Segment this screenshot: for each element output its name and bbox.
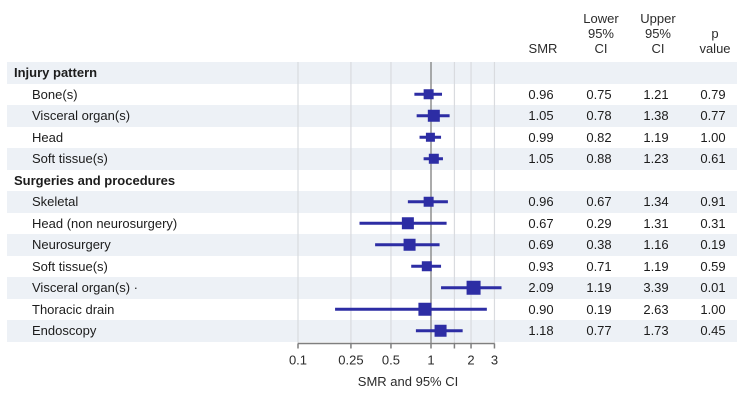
row-label: Injury pattern: [14, 65, 98, 81]
table-row: Visceral organ(s) · 2.09 1.19 3.39 0.01: [7, 277, 737, 299]
p-value: 1.00: [700, 301, 726, 317]
smr-point-marker: [418, 302, 432, 316]
lower-ci-value: 0.67: [586, 194, 612, 210]
lower-ci-value: 1.19: [586, 280, 612, 296]
row-label: Soft tissue(s): [32, 151, 108, 167]
smr-value: 2.09: [528, 280, 554, 296]
upper-ci-value: 1.34: [643, 194, 669, 210]
x-tick-label: 0.25: [338, 353, 363, 368]
smr-point-marker: [403, 238, 416, 251]
row-label: Head: [32, 129, 64, 145]
lower-ci-value: 0.77: [586, 323, 612, 339]
smr-point-marker: [428, 153, 439, 164]
x-tick-label: 2: [467, 353, 474, 368]
p-value: 0.61: [700, 151, 726, 167]
column-header-p-value: p value: [699, 26, 731, 56]
row-label: Skeletal: [32, 194, 79, 210]
lower-ci-value: 0.71: [586, 258, 612, 274]
table-row: Head 0.99 0.82 1.19 1.00: [7, 127, 737, 149]
x-tick-label: 0.1: [289, 353, 307, 368]
p-value: 0.31: [700, 215, 726, 231]
upper-ci-value: 1.19: [643, 258, 669, 274]
upper-ci-value: 1.21: [643, 86, 669, 102]
column-header-lower-ci: Lower 95% CI: [583, 11, 619, 56]
row-label: Bone(s): [32, 86, 78, 102]
upper-ci-value: 1.38: [643, 108, 669, 124]
column-header-smr: SMR: [528, 41, 558, 56]
upper-ci-value: 1.23: [643, 151, 669, 167]
x-axis-label: SMR and 95% CI: [357, 374, 459, 389]
row-label: Visceral organ(s) ·: [32, 280, 138, 296]
upper-ci-value: 3.39: [643, 280, 669, 296]
smr-value: 0.93: [528, 258, 554, 274]
smr-point-marker: [434, 324, 447, 337]
upper-ci-value: 2.63: [643, 301, 669, 317]
smr-point-marker: [401, 217, 414, 230]
smr-point-marker: [423, 89, 434, 100]
lower-ci-value: 0.88: [586, 151, 612, 167]
x-tick-label: 0.5: [382, 353, 400, 368]
p-value: 0.77: [700, 108, 726, 124]
row-label: Surgeries and procedures: [14, 172, 176, 188]
smr-value: 0.69: [528, 237, 554, 253]
table-row: Head (non neurosurgery) 0.67 0.29 1.31 0.31: [7, 213, 737, 235]
smr-point-marker: [423, 196, 434, 207]
x-tick-label: 3: [491, 353, 498, 368]
smr-value: 0.99: [528, 129, 554, 145]
smr-point-marker: [425, 132, 435, 142]
table-row: Soft tissue(s) 0.93 0.71 1.19 0.59: [7, 256, 737, 278]
table-row: Bone(s) 0.96 0.75 1.21 0.79: [7, 84, 737, 106]
lower-ci-value: 0.82: [586, 129, 612, 145]
p-value: 0.01: [700, 280, 726, 296]
row-label: Soft tissue(s): [32, 258, 108, 274]
lower-ci-value: 0.19: [586, 301, 612, 317]
smr-value: 0.96: [528, 86, 554, 102]
row-label: Visceral organ(s): [32, 108, 131, 124]
smr-point-marker: [466, 280, 481, 295]
upper-ci-value: 1.31: [643, 215, 669, 231]
row-label: Endoscopy: [32, 323, 97, 339]
table-row: Skeletal 0.96 0.67 1.34 0.91: [7, 191, 737, 213]
smr-value: 1.05: [528, 151, 554, 167]
p-value: 0.45: [700, 323, 726, 339]
lower-ci-value: 0.29: [586, 215, 612, 231]
table-row: Surgeries and procedures: [7, 170, 737, 192]
lower-ci-value: 0.38: [586, 237, 612, 253]
smr-point-marker: [421, 261, 432, 272]
table-row: Neurosurgery 0.69 0.38 1.16 0.19: [7, 234, 737, 256]
smr-value: 0.90: [528, 301, 554, 317]
lower-ci-value: 0.75: [586, 86, 612, 102]
p-value: 1.00: [700, 129, 726, 145]
p-value: 0.19: [700, 237, 726, 253]
lower-ci-value: 0.78: [586, 108, 612, 124]
upper-ci-value: 1.16: [643, 237, 669, 253]
p-value: 0.59: [700, 258, 726, 274]
p-value: 0.91: [700, 194, 726, 210]
smr-value: 1.18: [528, 323, 554, 339]
table-row: Soft tissue(s) 1.05 0.88 1.23 0.61: [7, 148, 737, 170]
upper-ci-value: 1.19: [643, 129, 669, 145]
row-label: Neurosurgery: [32, 237, 111, 253]
x-tick-label: 1: [427, 353, 434, 368]
smr-value: 0.67: [528, 215, 554, 231]
smr-point-marker: [427, 109, 440, 122]
table-row: Visceral organ(s) 1.05 0.78 1.38 0.77: [7, 105, 737, 127]
row-label: Thoracic drain: [32, 301, 115, 317]
table-row: Endoscopy 1.18 0.77 1.73 0.45: [7, 320, 737, 342]
table-row: Injury pattern: [7, 62, 737, 84]
upper-ci-value: 1.73: [643, 323, 669, 339]
row-label: Head (non neurosurgery): [32, 215, 178, 231]
smr-value: 1.05: [528, 108, 554, 124]
p-value: 0.79: [700, 86, 726, 102]
table-row: Thoracic drain 0.90 0.19 2.63 1.00: [7, 299, 737, 321]
smr-value: 0.96: [528, 194, 554, 210]
column-header-upper-ci: Upper 95% CI: [640, 11, 676, 56]
